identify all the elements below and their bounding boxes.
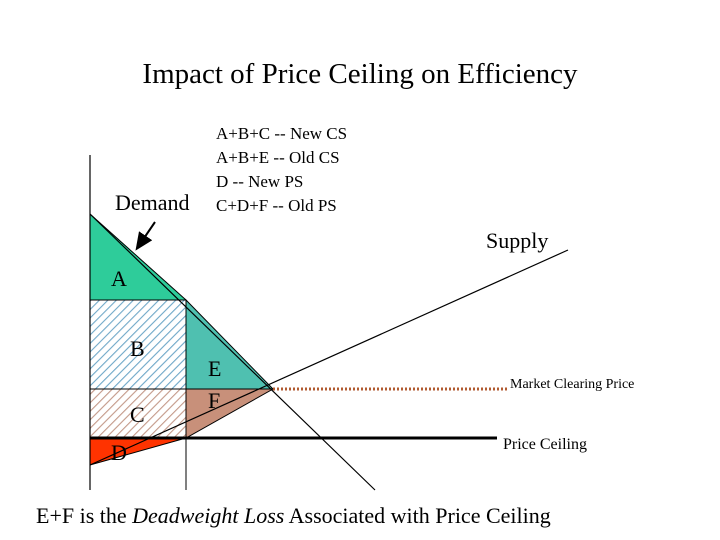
market-clearing-price-label: Market Clearing Price xyxy=(510,377,635,392)
caption-suffix: Associated with Price Ceiling xyxy=(284,503,551,528)
demand-curve xyxy=(89,213,376,491)
region-a-label: A xyxy=(111,266,127,291)
region-a xyxy=(89,212,188,301)
caption: E+F is the Deadweight Loss Associated wi… xyxy=(36,503,551,529)
page-title: Impact of Price Ceiling on Efficiency xyxy=(142,58,578,90)
demand-arrow xyxy=(135,221,156,251)
region-d-label: D xyxy=(111,440,127,465)
legend-line-old-ps: C+D+F -- Old PS xyxy=(216,196,337,215)
price-ceiling-label: Price Ceiling xyxy=(503,436,587,453)
region-f-label: F xyxy=(208,388,221,413)
demand-label: Demand xyxy=(115,190,190,215)
region-d xyxy=(89,437,187,466)
region-e-label: E xyxy=(208,356,222,381)
region-e xyxy=(185,298,275,390)
caption-emphasis: Deadweight Loss xyxy=(132,503,285,528)
supply-curve xyxy=(89,249,569,466)
supply-label: Supply xyxy=(486,228,549,253)
legend-line-new-ps: D -- New PS xyxy=(216,172,304,191)
region-c-label: C xyxy=(130,402,145,427)
caption-prefix: E+F is the xyxy=(36,503,133,528)
legend-line-new-cs: A+B+C -- New CS xyxy=(216,124,348,143)
legend-line-old-cs: A+B+E -- Old CS xyxy=(216,148,340,167)
region-f xyxy=(185,388,275,439)
region-b-label: B xyxy=(130,336,145,361)
